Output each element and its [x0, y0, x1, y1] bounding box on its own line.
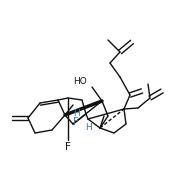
Text: H: H — [73, 109, 79, 117]
Text: H: H — [86, 124, 92, 132]
Text: F: F — [65, 142, 71, 152]
Text: F: F — [73, 117, 79, 127]
Text: HO: HO — [73, 77, 87, 86]
